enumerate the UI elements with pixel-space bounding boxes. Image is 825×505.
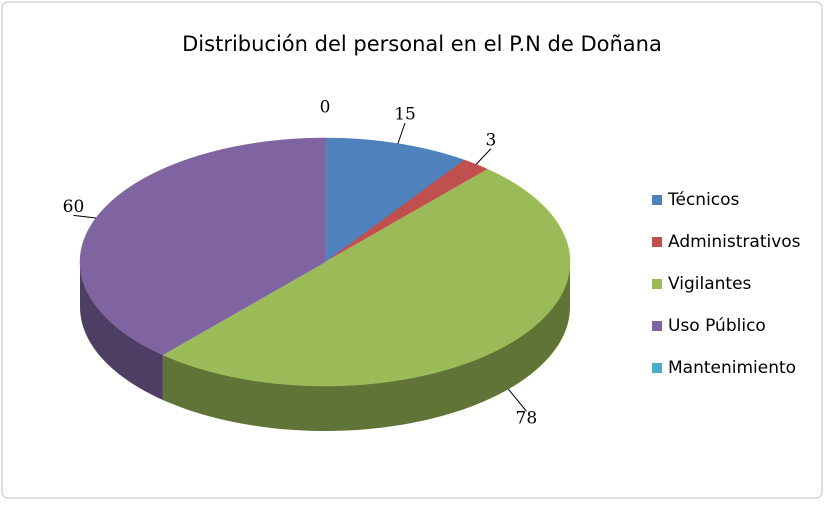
leader-line — [507, 388, 527, 412]
legend-label: Uso Público — [668, 316, 766, 336]
legend-label: Vigilantes — [668, 274, 752, 294]
legend-label: Técnicos — [667, 190, 740, 210]
legend-swatch — [652, 279, 662, 289]
legend-swatch — [652, 237, 662, 247]
data-label: 3 — [485, 130, 496, 150]
data-label: 78 — [516, 409, 538, 429]
legend-label: Mantenimiento — [668, 358, 796, 378]
legend-swatch — [652, 321, 662, 331]
slice — [324, 137, 465, 263]
legend-swatch — [652, 363, 662, 373]
leader-line — [73, 214, 96, 219]
legend-swatch — [652, 195, 662, 205]
legend: Técnicos Administrativos Vigilantes Uso Púb… — [652, 190, 801, 378]
legend-label: Administrativos — [668, 232, 801, 252]
pie: 15 3 78 60 0 — [63, 98, 571, 431]
data-label: 60 — [63, 197, 85, 217]
data-label: 15 — [394, 104, 416, 124]
slice-side — [162, 262, 570, 431]
data-label: 0 — [320, 98, 331, 118]
slice — [161, 168, 571, 387]
leader-line — [397, 122, 406, 144]
leader-line — [475, 148, 492, 165]
chart-title: Distribución del personal en el P.N de D… — [182, 32, 662, 56]
